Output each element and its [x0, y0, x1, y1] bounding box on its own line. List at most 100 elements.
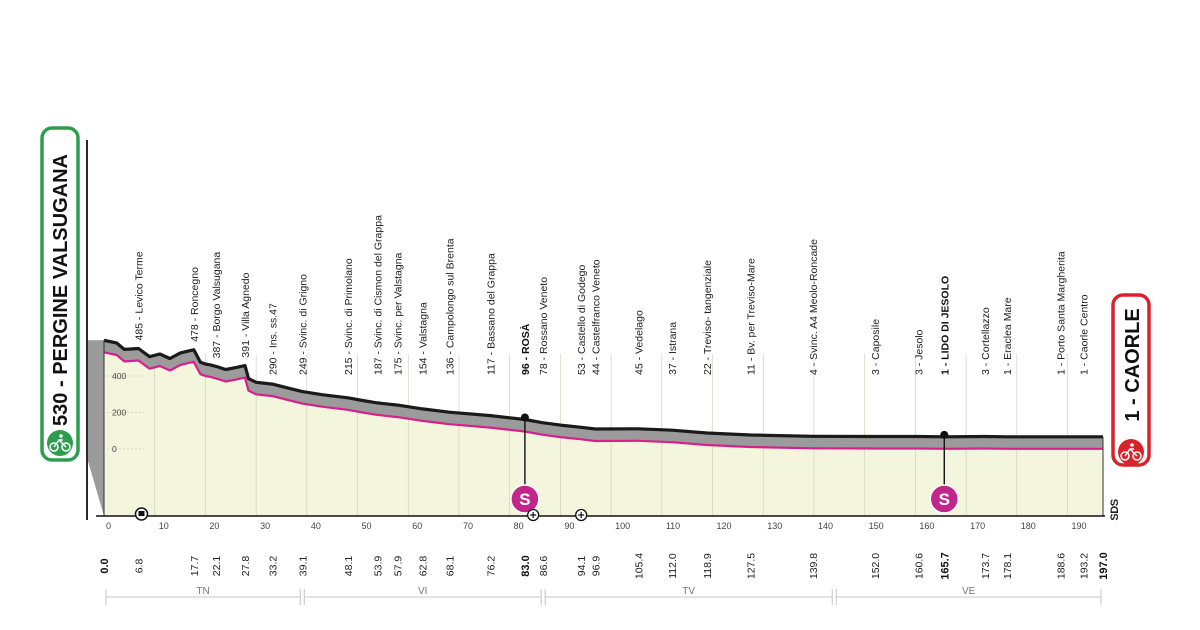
- waypoint-name-24: LIDO DI JESOLO: [939, 276, 951, 360]
- waypoint-label-18: 37 - Istrana: [667, 322, 679, 375]
- waypoint-label-21: 4 - Svinc. A4 Meolo-Roncade: [808, 239, 820, 375]
- sprint-s-icon-0: [510, 484, 540, 514]
- profile-road-edge: [103, 338, 1103, 439]
- waypoint-label-6: 249 - Svinc. di Grigno: [297, 274, 309, 375]
- y-tick-0: 0: [112, 444, 117, 454]
- level-crossing-cross-0: [530, 512, 537, 518]
- x-tick-100: 100: [615, 521, 630, 531]
- waypoint-km-11: 68.1: [444, 556, 456, 577]
- waypoint-km-4: 27.8: [240, 556, 252, 577]
- waypoint-labels: 0.0 485 - Levico Terme 6.8 478 - Roncegno 17…: [99, 215, 1110, 580]
- x-tick-20: 20: [209, 521, 219, 531]
- region-bands: TN VI TV VE: [105, 586, 1102, 605]
- x-tick-60: 60: [412, 521, 422, 531]
- x-tick-190: 190: [1072, 521, 1087, 531]
- region-label-3: VE: [962, 586, 976, 597]
- cyclist-start-icon: [47, 430, 73, 456]
- waypoint-km-12: 76.2: [485, 556, 497, 577]
- x-tick-160: 160: [919, 521, 934, 531]
- waypoint-label-22: 3 - Caposile: [870, 319, 882, 375]
- waypoint-km-10: 62.8: [418, 556, 430, 577]
- waypoint-km-21: 139.8: [808, 553, 820, 579]
- waypoint-label-4: 391 - Villa Agnedo: [240, 272, 252, 357]
- x-tick-70: 70: [463, 521, 473, 531]
- x-tick-140: 140: [818, 521, 833, 531]
- waypoint-label-10: 154 - Valstagna: [418, 302, 430, 375]
- waypoint-label-23: 3 - Jesolo: [913, 329, 925, 375]
- y-tick-200: 200: [112, 408, 126, 418]
- waypoint-km-6: 39.1: [297, 556, 309, 577]
- waypoint-label-13: 96 - ROSÀ: [519, 323, 532, 375]
- waypoint-alt-13: 96 -: [520, 354, 532, 375]
- waypoint-km-2: 17.7: [189, 556, 201, 577]
- y-tick-400: 400: [112, 371, 126, 381]
- waypoint-label-14: 78 - Rossano Veneto: [538, 277, 550, 375]
- waypoint-label-20: 11 - Bv. per Treviso-Mare: [746, 258, 758, 375]
- waypoint-km-23: 160.6: [913, 553, 925, 579]
- waypoint-km-9: 57.9: [393, 556, 405, 577]
- x-tick-130: 130: [767, 521, 782, 531]
- sprint-s-letter-1: S: [939, 490, 950, 509]
- waypoint-km-15: 94.1: [576, 556, 588, 577]
- x-tick-180: 180: [1021, 521, 1036, 531]
- start-badge: 530 - PERGINE VALSUGANA: [40, 126, 80, 462]
- waypoint-label-8: 187 - Svinc. di Cismon del Grappa: [372, 215, 384, 375]
- cyclist-finish-icon: [1118, 439, 1144, 465]
- waypoint-km-29: 197.0: [1098, 552, 1110, 580]
- region-label-0: TN: [196, 586, 209, 597]
- waypoint-label-11: 136 - Campolongo sul Brenta: [444, 238, 456, 375]
- waypoint-label-5: 290 - Ins. ss.47: [267, 303, 279, 375]
- waypoint-alt-24: 1 -: [939, 360, 951, 375]
- x-tick-10: 10: [159, 521, 169, 531]
- waypoint-km-19: 118.9: [702, 553, 714, 579]
- x-tick-110: 110: [666, 521, 680, 531]
- waypoint-km-22: 152.0: [870, 553, 882, 579]
- waypoint-label-24: 1 - LIDO DI JESOLO: [939, 276, 951, 375]
- waypoint-label-9: 175 - Svinc. per Valstagna: [393, 252, 405, 375]
- waypoint-label-26: 1 - Eraclea Mare: [1002, 297, 1014, 375]
- waypoint-km-7: 48.1: [343, 556, 355, 577]
- waypoint-name-13: ROSÀ: [519, 323, 532, 354]
- waypoint-km-24: 165.7: [939, 552, 951, 580]
- sprint-dot-1: [940, 430, 949, 439]
- x-tick-80: 80: [514, 521, 524, 531]
- waypoint-km-17: 105.4: [634, 553, 646, 579]
- finish-label: 1 - CAORLE: [1122, 308, 1144, 421]
- waypoint-label-7: 215 - Svinc. di Primolano: [343, 258, 355, 375]
- waypoint-km-28: 193.2: [1079, 553, 1091, 579]
- x-tick-0: 0: [106, 521, 111, 531]
- waypoint-km-8: 53.9: [372, 556, 384, 577]
- finish-badge: 1 - CAORLE: [1111, 293, 1151, 467]
- waypoint-km-13: 83.0: [520, 555, 532, 576]
- waypoint-label-3: 387 - Borgo Valsugana: [211, 252, 223, 359]
- waypoint-km-25: 173.7: [980, 553, 992, 579]
- waypoint-label-17: 45 - Vedelago: [634, 310, 646, 375]
- waypoint-label-12: 117 - Bassano del Grappa: [485, 253, 497, 375]
- region-label-1: VI: [418, 586, 427, 597]
- waypoint-label-25: 3 - Cortellazzo: [980, 307, 992, 375]
- waypoint-label-2: 478 - Roncegno: [189, 267, 201, 342]
- waypoint-km-16: 96.9: [590, 556, 602, 577]
- sponsor-logo: SDS: [1109, 499, 1121, 520]
- waypoint-km-18: 112.0: [667, 553, 679, 579]
- x-tick-120: 120: [717, 521, 732, 531]
- profile-plot: 0 200 400 0 10 20 30 40 50 60 70 80 90 100 110 120 130 14…: [88, 338, 1105, 531]
- waypoint-label-27: 1 - Porto Santa Margherita: [1055, 251, 1067, 375]
- waypoint-label-15: 53 - Castello di Godego: [576, 265, 588, 375]
- level-crossing-cross-1: [578, 512, 585, 518]
- x-tick-30: 30: [260, 521, 270, 531]
- sprint-s-icon-1: [929, 484, 960, 514]
- waypoint-label-16: 44 - Castelfranco Veneto: [590, 259, 602, 375]
- x-tick-90: 90: [564, 521, 574, 531]
- tunnel-icon-inner: [138, 511, 145, 516]
- waypoint-km-14: 86.6: [538, 556, 550, 577]
- waypoint-km-26: 178.1: [1002, 553, 1014, 579]
- waypoint-label-1: 485 - Levico Terme: [134, 251, 146, 340]
- waypoint-label-28: 1 - Caorle Centro: [1079, 294, 1091, 375]
- profile-pink-line: [103, 351, 1103, 450]
- x-tick-150: 150: [869, 521, 884, 531]
- profile-start-face: [88, 340, 104, 516]
- waypoint-km-20: 127.5: [746, 553, 758, 579]
- start-label: 530 - PERGINE VALSUGANA: [50, 154, 72, 426]
